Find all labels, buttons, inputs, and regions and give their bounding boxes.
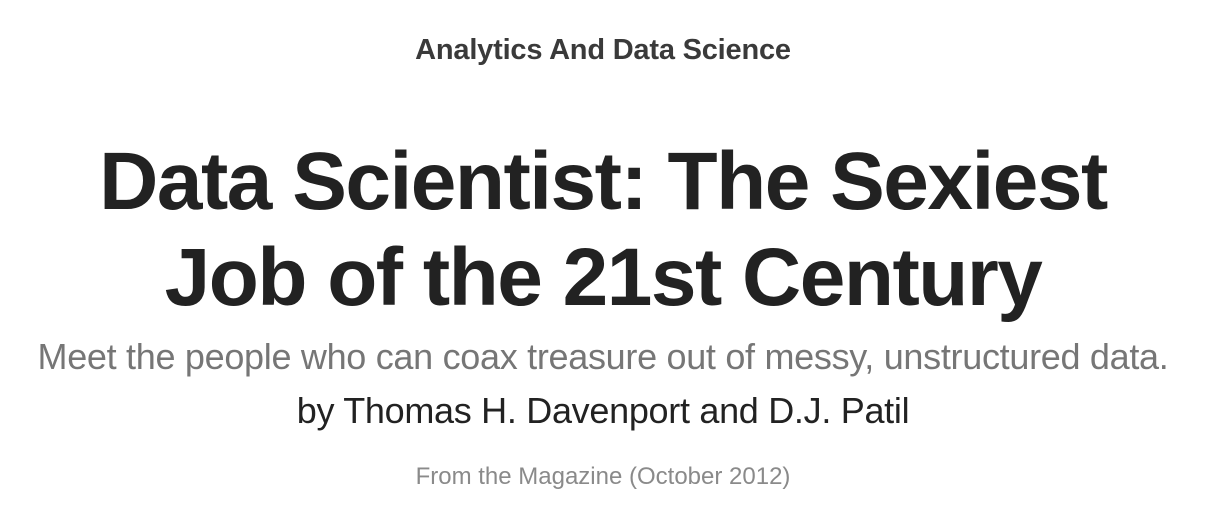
author-link-patil[interactable]: D.J. Patil bbox=[768, 390, 910, 431]
byline-prefix: by bbox=[296, 390, 335, 431]
topic-link[interactable]: Analytics And Data Science bbox=[415, 34, 791, 66]
article-dek: Meet the people who can coax treasure ou… bbox=[37, 336, 1169, 377]
article-title: Data Scientist: The Sexiest Job of the 2… bbox=[99, 136, 1108, 323]
article-dek-paragraph: Meet the people who can coax treasure ou… bbox=[30, 330, 1176, 438]
author-link-davenport[interactable]: Thomas H. Davenport bbox=[343, 390, 690, 431]
publication-info: From the Magazine (October 2012) bbox=[415, 463, 791, 490]
byline: by Thomas H. Davenport and D.J. Patil bbox=[297, 390, 910, 431]
author-joiner: and bbox=[699, 390, 759, 431]
